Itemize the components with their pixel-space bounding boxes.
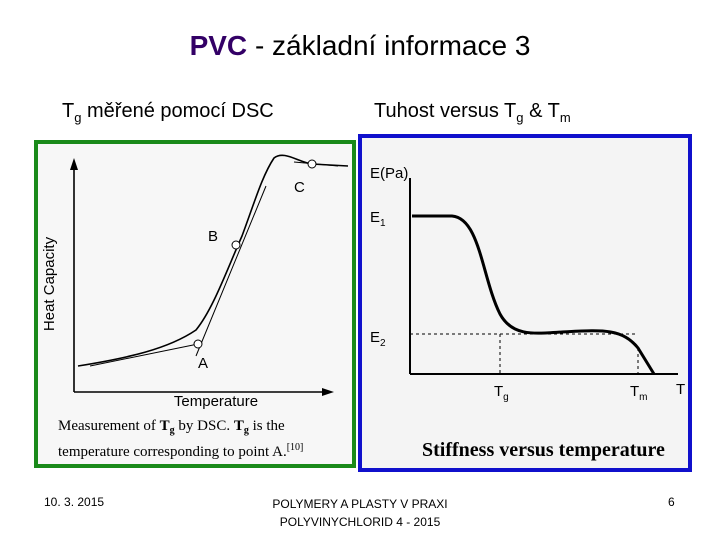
subtitle-left: Tg měřené pomocí DSC <box>62 100 274 125</box>
dsc-baseline-tangent <box>89 343 199 367</box>
dsc-caption-sub2: g <box>244 425 249 436</box>
stiffness-curve <box>412 214 656 375</box>
dsc-point-b <box>231 240 241 250</box>
stiffness-tick-e1: E1 <box>370 209 386 229</box>
title-pvc: PVC <box>189 30 248 61</box>
dsc-caption-b: by DSC. <box>175 418 234 434</box>
subtitle-right-mid: & T <box>523 100 560 122</box>
dsc-xlabel: Temperature <box>174 393 258 410</box>
subtitle-right-sub2: m <box>559 110 571 125</box>
stiffness-tick-tm-sub: m <box>639 392 647 403</box>
stiffness-tick-e2: E2 <box>370 329 386 349</box>
dsc-figure: Heat Capacity Temperature A B C Measurem… <box>41 154 349 460</box>
dsc-steep-tangent <box>195 185 267 357</box>
dsc-curve <box>77 154 349 367</box>
subtitle-right: Tuhost versus Tg & Tm <box>374 100 571 125</box>
stiffness-figure-panel: E(Pa) E1 E2 Tg Tm T Stiffness versus tem… <box>358 134 692 472</box>
subtitle-left-sub: g <box>74 110 82 125</box>
footer-date: 10. 3. 2015 <box>44 495 105 509</box>
stiffness-tick-e2-sub: 2 <box>380 338 386 349</box>
dsc-caption-t2: T <box>234 418 244 434</box>
subtitle-left-rest: měřené pomocí DSC <box>81 100 274 122</box>
dsc-label-a: A <box>198 355 208 372</box>
stiffness-tick-e1-text: E <box>370 209 380 226</box>
stiffness-tick-e1-sub: 1 <box>380 218 386 229</box>
subtitle-left-t: T <box>62 100 75 122</box>
dsc-point-a <box>193 339 203 349</box>
footer-center-line2: POLYVINYCHLORID 4 - 2015 <box>279 515 441 529</box>
stiffness-tick-tg-sub: g <box>503 392 509 403</box>
dsc-caption-sub: g <box>170 425 175 436</box>
stiffness-tick-tg-text: T <box>494 383 503 400</box>
dsc-caption-ref: [10] <box>287 442 304 453</box>
dsc-x-arrow <box>322 388 334 396</box>
stiffness-xlabel: T <box>676 381 685 398</box>
footer-center: POLYMERY A PLASTY V PRAXI POLYVINYCHLORI… <box>230 495 490 531</box>
footer-center-line1: POLYMERY A PLASTY V PRAXI <box>272 497 448 511</box>
dsc-caption-line2-text: temperature corresponding to point A. <box>58 444 287 460</box>
stiffness-tick-e2-text: E <box>370 329 380 346</box>
dsc-caption-c: is the <box>249 418 285 434</box>
stiffness-tick-tm-text: T <box>630 383 639 400</box>
dsc-label-b: B <box>208 228 218 245</box>
dsc-caption-a: Measurement of <box>58 418 160 434</box>
dsc-label-c: C <box>294 179 305 196</box>
subtitle-right-sub1: g <box>516 110 524 125</box>
stiffness-figure: E(Pa) E1 E2 Tg Tm T Stiffness versus tem… <box>370 165 685 461</box>
dsc-ylabel: Heat Capacity <box>41 236 58 331</box>
stiffness-tick-tg: Tg <box>494 383 509 403</box>
dsc-y-arrow <box>70 158 78 170</box>
stiffness-caption: Stiffness versus temperature <box>422 439 665 461</box>
footer-page-number: 6 <box>668 495 675 509</box>
subtitle-right-text: Tuhost versus T <box>374 100 517 122</box>
stiffness-tick-tm: Tm <box>630 383 648 403</box>
dsc-figure-panel: Heat Capacity Temperature A B C Measurem… <box>34 140 356 468</box>
slide-title: PVC - základní informace 3 <box>0 30 720 62</box>
dsc-caption-line1: Measurement of Tg by DSC. Tg is the <box>58 418 285 436</box>
dsc-caption-line2: temperature corresponding to point A.[10… <box>58 442 303 460</box>
dsc-caption-t: T <box>160 418 170 434</box>
title-rest: - základní informace 3 <box>254 30 531 61</box>
dsc-point-c <box>307 159 317 169</box>
stiffness-ylabel: E(Pa) <box>370 165 408 182</box>
